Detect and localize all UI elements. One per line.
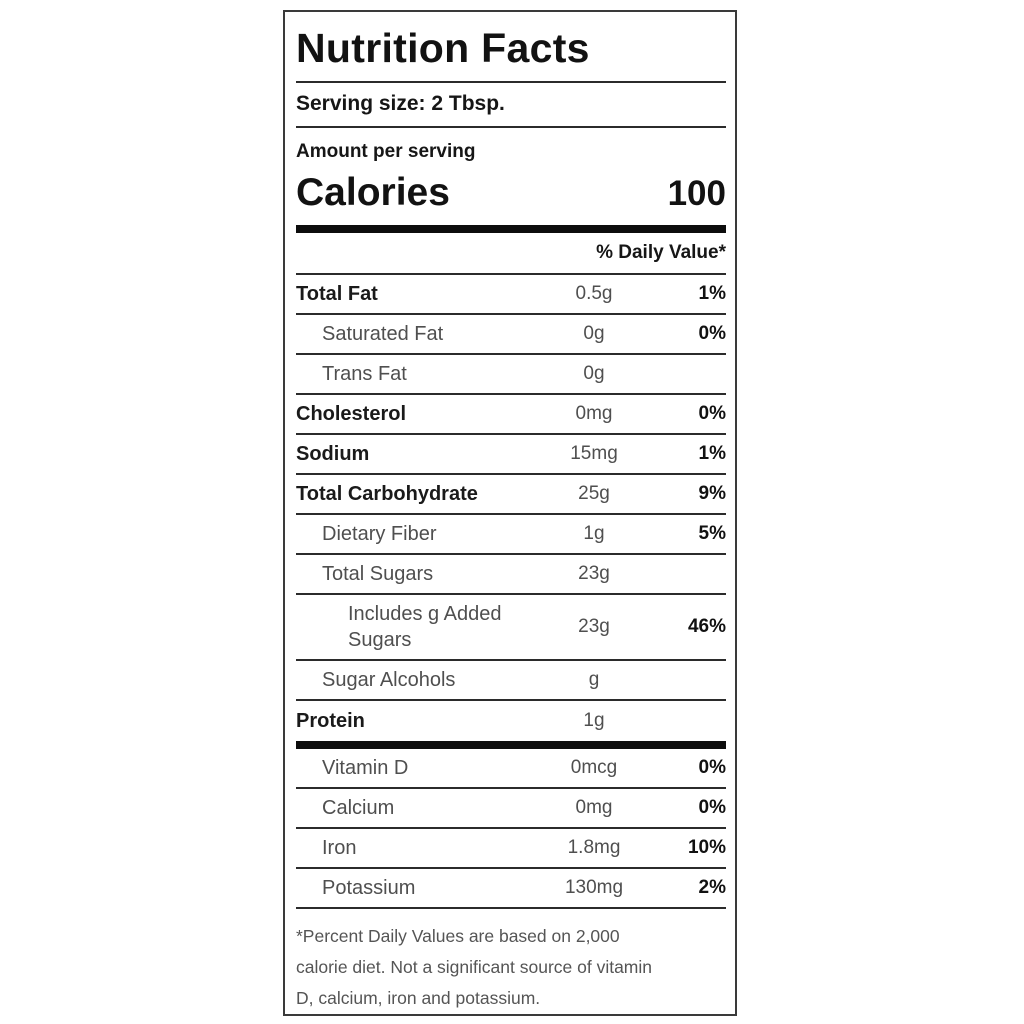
nutrient-daily-value: 9% (698, 483, 726, 504)
label-title: Nutrition Facts (296, 25, 590, 71)
nutrient-amount: 23g (578, 616, 610, 637)
nutrient-daily-value: 0% (698, 403, 726, 424)
nutrient-row: Vitamin D 0mcg 0% (296, 749, 726, 789)
nutrient-name: Total Carbohydrate (296, 483, 478, 505)
nutrient-daily-value: 0% (698, 323, 726, 344)
nutrient-amount: 1.8mg (567, 837, 621, 858)
nutrient-daily-value: 0% (698, 797, 726, 818)
divider (296, 126, 726, 128)
nutrient-row: Trans Fat 0g (296, 355, 726, 395)
calories-row: Calories 100 (296, 168, 726, 218)
nutrient-row: Cholesterol 0mg 0% (296, 395, 726, 435)
nutrient-row: Protein 1g (296, 701, 726, 741)
section-bar (296, 741, 726, 749)
footnote: *Percent Daily Values are based on 2,000… (296, 926, 652, 1008)
nutrient-name: Calcium (322, 797, 395, 819)
nutrient-name: Protein (296, 710, 365, 732)
amount-per-serving-heading: Amount per serving (296, 141, 476, 162)
section-bar (296, 225, 726, 233)
nutrient-amount: 25g (578, 483, 610, 504)
serving-size: Serving size: 2 Tbsp. (296, 92, 505, 115)
nutrient-name: Potassium (322, 877, 416, 899)
nutrient-daily-value: 10% (687, 837, 726, 858)
nutrient-name: Dietary Fiber (322, 523, 437, 545)
nutrient-row: Sugar Alcohols g (296, 661, 726, 701)
nutrient-name: Trans Fat (322, 363, 407, 385)
macro-nutrient-rows: Total Fat 0.5g 1% Saturated Fat 0g 0% Tr… (296, 275, 726, 741)
daily-value-header: % Daily Value* (296, 233, 726, 275)
nutrient-daily-value: 1% (698, 443, 726, 464)
nutrient-name: Saturated Fat (322, 323, 444, 345)
nutrient-row: Includes g Added Sugars 23g 46% (296, 595, 726, 661)
nutrient-name: Total Fat (296, 283, 378, 305)
nutrient-name: Iron (322, 837, 357, 859)
nutrient-amount: 130mg (564, 877, 624, 898)
nutrient-name: Cholesterol (296, 403, 407, 425)
nutrient-row: Saturated Fat 0g 0% (296, 315, 726, 355)
nutrient-amount: 1g (583, 523, 605, 544)
nutrient-row: Potassium 130mg 2% (296, 869, 726, 909)
nutrient-row: Calcium 0mg 0% (296, 789, 726, 829)
nutrient-amount: 0mcg (570, 757, 618, 778)
nutrient-amount: 0g (583, 323, 605, 344)
nutrient-daily-value: 0% (698, 757, 726, 778)
nutrient-row: Sodium 15mg 1% (296, 435, 726, 475)
nutrient-name: Sugar Alcohols (322, 669, 456, 691)
nutrient-amount: 15mg (570, 443, 618, 464)
calories-label: Calories (296, 171, 450, 214)
nutrient-row: Dietary Fiber 1g 5% (296, 515, 726, 555)
divider (296, 81, 726, 83)
nutrient-name: Sodium (296, 443, 370, 465)
micro-nutrient-rows: Vitamin D 0mcg 0% Calcium 0mg 0% Iron 1.… (296, 749, 726, 909)
nutrient-amount: 1g (583, 710, 605, 731)
nutrient-name: Total Sugars (322, 563, 434, 585)
nutrient-daily-value: 5% (698, 523, 726, 544)
nutrient-amount: 23g (578, 563, 610, 584)
nutrient-amount: 0.5g (575, 283, 613, 304)
nutrition-facts-label: Nutrition Facts Serving size: 2 Tbsp. Am… (283, 10, 737, 1016)
nutrient-row: Iron 1.8mg 10% (296, 829, 726, 869)
nutrient-row: Total Fat 0.5g 1% (296, 275, 726, 315)
nutrient-name: Includes g Added Sugars (348, 603, 502, 651)
nutrient-amount: 0g (583, 363, 605, 384)
nutrient-daily-value: 1% (698, 283, 726, 304)
nutrient-amount: g (588, 669, 600, 690)
nutrient-name: Vitamin D (322, 757, 409, 779)
calories-value: 100 (667, 174, 726, 213)
nutrient-row: Total Carbohydrate 25g 9% (296, 475, 726, 515)
nutrient-daily-value: 2% (698, 877, 726, 898)
nutrient-amount: 0mg (575, 403, 613, 424)
nutrient-row: Total Sugars 23g (296, 555, 726, 595)
nutrient-amount: 0mg (575, 797, 613, 818)
nutrient-daily-value: 46% (687, 616, 726, 637)
